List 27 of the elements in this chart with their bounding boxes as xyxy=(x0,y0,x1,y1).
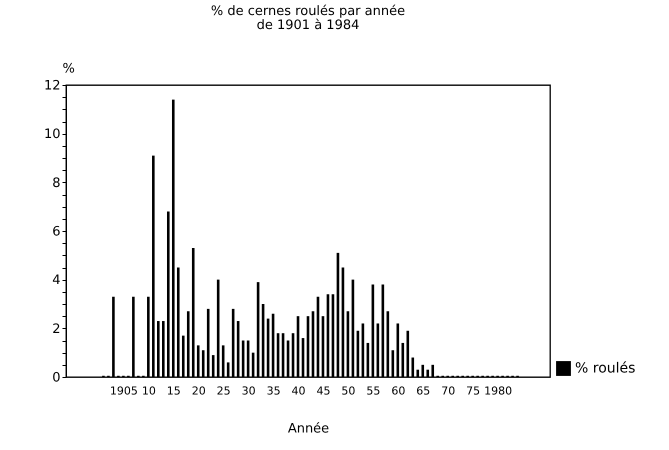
y-tick-label: 2 xyxy=(52,322,60,337)
x-tick-label: 75 xyxy=(466,384,480,398)
y-tick-label: 8 xyxy=(52,176,60,191)
x-tick-label: 10 xyxy=(142,384,156,398)
x-tick-label: 65 xyxy=(416,384,430,398)
x-tick-label: 1980 xyxy=(484,384,512,398)
x-tick-label: 40 xyxy=(292,384,306,398)
x-tick-label: 35 xyxy=(266,384,281,398)
y-tick-label: 0 xyxy=(52,370,60,386)
x-tick-label: 50 xyxy=(341,384,356,398)
y-tick-label: 10 xyxy=(44,127,60,142)
y-tick-label: 6 xyxy=(52,224,60,240)
x-tick-label: 45 xyxy=(316,384,330,398)
y-axis-title: % xyxy=(62,62,75,76)
x-tick-label: 1905 xyxy=(110,384,138,398)
y-tick-label: 12 xyxy=(44,78,60,94)
y-tick-label: 4 xyxy=(52,273,60,288)
legend-label: % roulés xyxy=(575,360,636,376)
x-tick-label: 30 xyxy=(242,384,256,398)
x-tick-label: 60 xyxy=(391,384,406,398)
x-tick-label: 15 xyxy=(166,384,181,398)
x-tick-label: 20 xyxy=(192,384,206,398)
x-tick-label: 70 xyxy=(441,384,456,398)
x-axis-title: Année xyxy=(288,422,330,436)
x-tick-label: 25 xyxy=(216,384,231,398)
x-tick-label: 55 xyxy=(366,384,380,398)
chart-title: % de cernes roulés par année de 1901 à 1984 xyxy=(210,4,406,33)
